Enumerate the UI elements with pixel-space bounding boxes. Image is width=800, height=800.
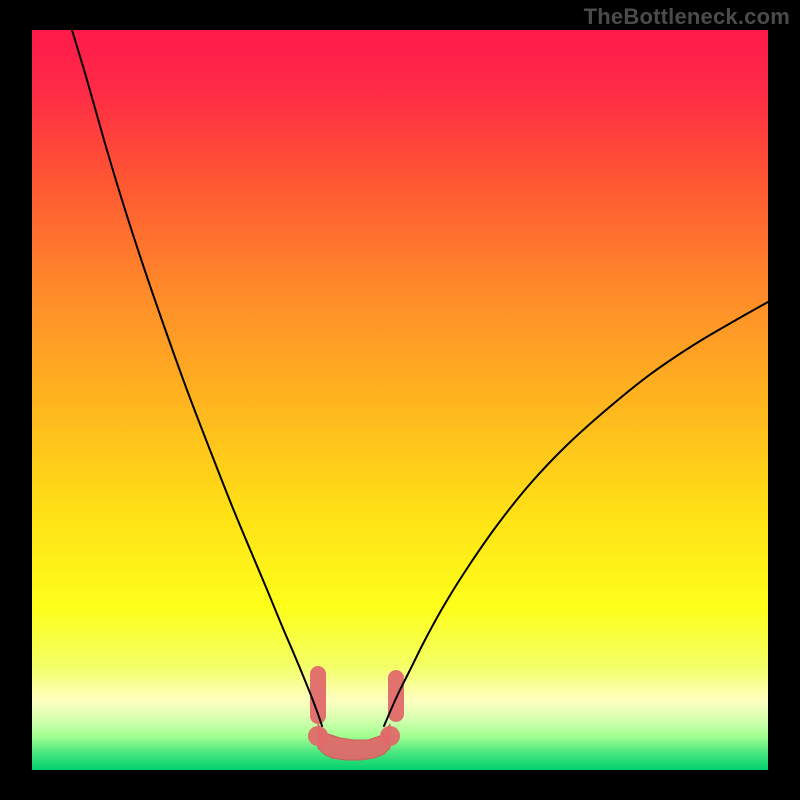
curve-right [384, 302, 768, 726]
curve-left [72, 30, 322, 726]
watermark-text: TheBottleneck.com [584, 4, 790, 30]
chart-frame: TheBottleneck.com [0, 0, 800, 800]
curves-layer [32, 30, 768, 770]
plot-area [32, 30, 768, 770]
